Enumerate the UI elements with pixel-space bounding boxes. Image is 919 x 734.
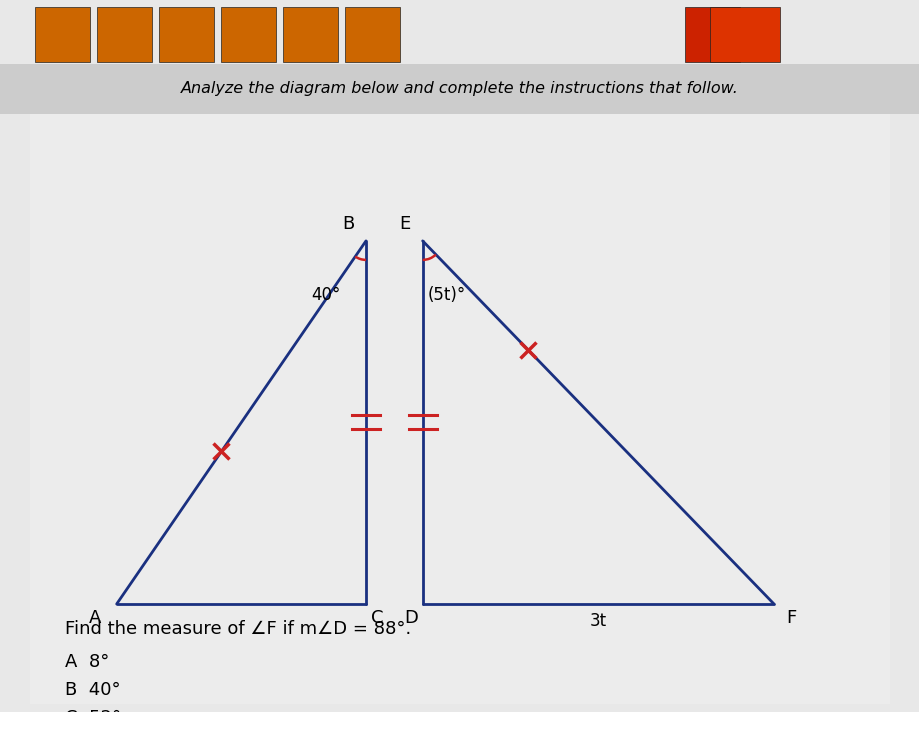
Text: C  52°: C 52° (65, 709, 121, 727)
FancyBboxPatch shape (97, 7, 152, 62)
Text: E: E (399, 215, 410, 233)
FancyBboxPatch shape (283, 7, 338, 62)
Text: C: C (371, 609, 383, 627)
FancyBboxPatch shape (30, 74, 890, 704)
Text: A: A (88, 609, 101, 627)
FancyBboxPatch shape (345, 7, 400, 62)
FancyBboxPatch shape (0, 712, 919, 734)
Text: Analyze the diagram below and complete the instructions that follow.: Analyze the diagram below and complete t… (181, 81, 739, 96)
Text: Find the measure of ∠F if m∠D = 88°.: Find the measure of ∠F if m∠D = 88°. (65, 620, 411, 638)
FancyBboxPatch shape (685, 7, 740, 62)
Text: 3t: 3t (590, 612, 607, 630)
Text: B  40°: B 40° (65, 681, 120, 699)
Text: (5t)°: (5t)° (427, 286, 466, 304)
FancyBboxPatch shape (710, 7, 780, 62)
FancyBboxPatch shape (159, 7, 214, 62)
Text: 40°: 40° (311, 286, 340, 304)
Text: F: F (786, 609, 796, 627)
FancyBboxPatch shape (0, 64, 919, 114)
Text: A  8°: A 8° (65, 653, 109, 671)
Text: D: D (403, 609, 417, 627)
Text: B: B (342, 215, 354, 233)
FancyBboxPatch shape (221, 7, 276, 62)
FancyBboxPatch shape (35, 7, 90, 62)
